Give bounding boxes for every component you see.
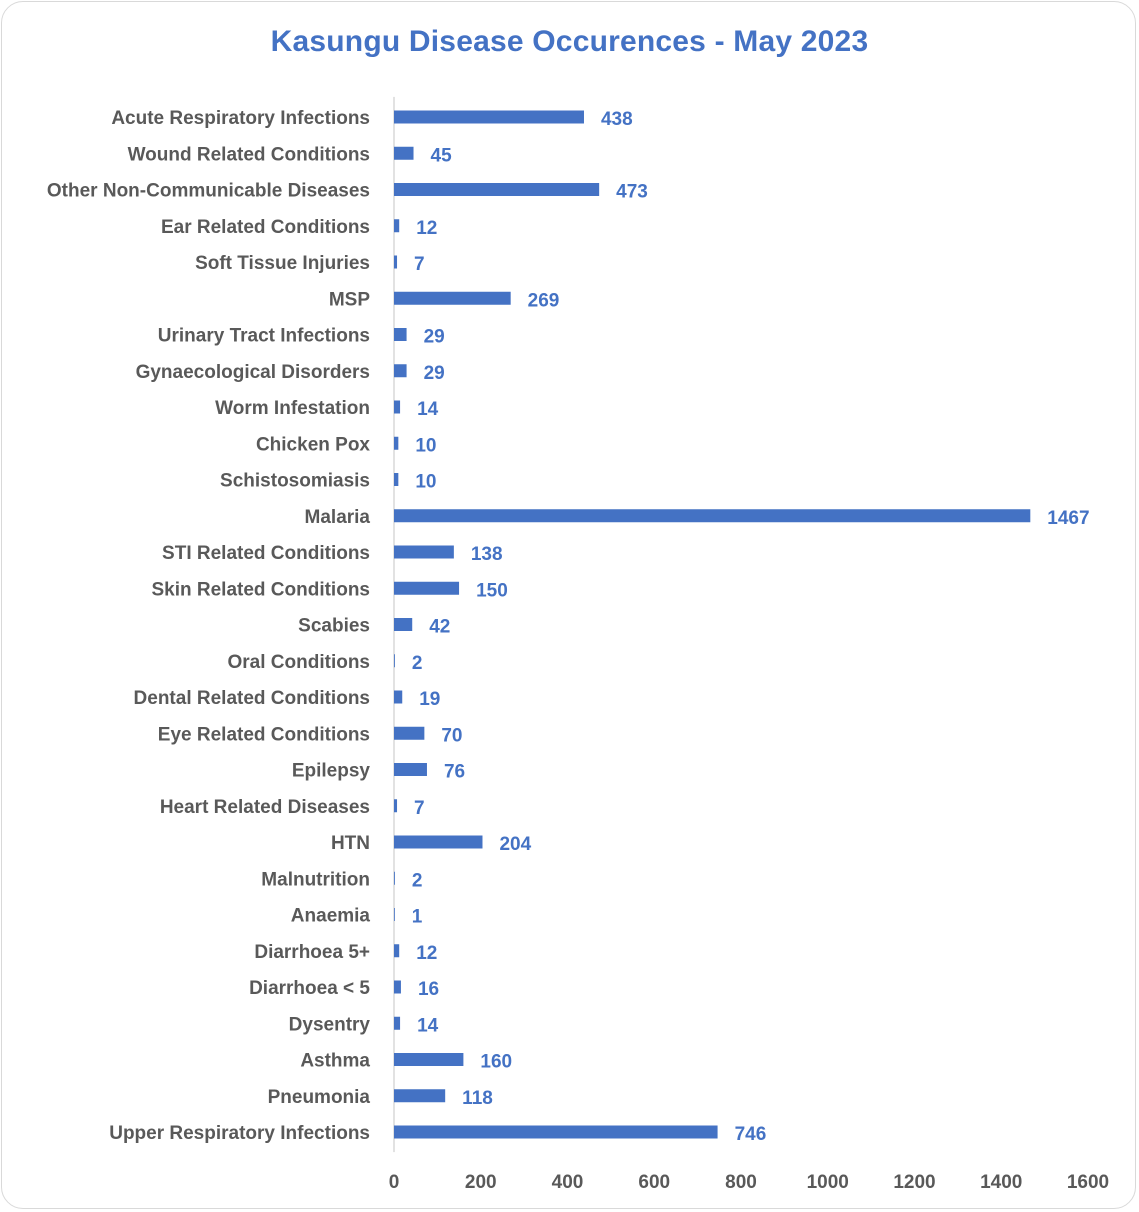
data-label: 10	[415, 435, 436, 456]
category-label: Skin Related Conditions	[151, 579, 370, 600]
bar	[394, 980, 401, 994]
category-label: Eye Related Conditions	[158, 724, 370, 745]
x-tick-label: 600	[638, 1172, 670, 1193]
bar	[394, 436, 399, 450]
data-label: 118	[462, 1088, 493, 1109]
category-label: HTN	[331, 833, 370, 854]
x-tick-label: 1400	[980, 1172, 1022, 1193]
bar	[394, 364, 407, 378]
bar	[394, 291, 511, 305]
category-label: STI Related Conditions	[162, 543, 370, 564]
data-label: 150	[476, 580, 508, 601]
data-label: 12	[416, 218, 437, 239]
data-label: 10	[415, 472, 436, 493]
category-label: Schistosomiasis	[220, 471, 370, 492]
bar	[394, 1016, 401, 1030]
category-label: Diarrhoea 5+	[254, 942, 370, 963]
category-label: Heart Related Diseases	[160, 797, 370, 818]
category-label: Scabies	[298, 616, 370, 637]
data-label: 2	[412, 653, 423, 674]
data-label: 1467	[1047, 508, 1089, 529]
data-label: 204	[499, 834, 531, 855]
bar	[394, 1053, 464, 1066]
bar	[394, 835, 483, 849]
bar	[394, 146, 414, 160]
bar	[394, 581, 460, 595]
category-label: Dysentry	[289, 1014, 371, 1035]
x-tick-label: 1000	[807, 1172, 849, 1193]
category-label: Other Non-Communicable Diseases	[47, 181, 370, 202]
bar	[394, 545, 454, 559]
bar	[394, 255, 398, 269]
bar	[394, 871, 395, 885]
data-label: 138	[471, 544, 503, 565]
category-label: Ear Related Conditions	[161, 217, 370, 238]
category-label: Malaria	[305, 507, 371, 528]
bar	[394, 328, 407, 341]
category-label: Gynaecological Disorders	[136, 362, 370, 383]
bar	[394, 183, 600, 196]
bar	[394, 1125, 718, 1139]
category-label: Soft Tissue Injuries	[195, 253, 370, 274]
bar	[394, 799, 398, 813]
data-label: 7	[414, 798, 425, 819]
data-label: 438	[601, 109, 633, 130]
data-label: 7	[414, 254, 425, 275]
category-label: Malnutrition	[261, 869, 370, 890]
data-label: 1	[412, 907, 423, 928]
data-label: 269	[528, 290, 560, 311]
x-tick-label: 400	[552, 1172, 584, 1193]
category-label: Urinary Tract Infections	[158, 326, 370, 347]
data-label: 14	[417, 399, 439, 420]
bar	[394, 726, 425, 740]
bar	[394, 219, 400, 233]
data-label: 29	[424, 363, 445, 384]
x-tick-label: 0	[389, 1172, 400, 1193]
category-label: Asthma	[300, 1051, 370, 1072]
data-label: 19	[419, 689, 440, 710]
bar	[394, 1089, 446, 1103]
data-label: 160	[480, 1052, 512, 1073]
category-label: Upper Respiratory Infections	[109, 1123, 370, 1144]
x-tick-label: 1600	[1067, 1172, 1109, 1193]
data-label: 70	[441, 725, 462, 746]
category-label: Pneumonia	[268, 1087, 371, 1108]
bar	[394, 110, 584, 124]
x-tick-label: 200	[465, 1172, 497, 1193]
bar	[394, 908, 395, 921]
bar	[394, 473, 399, 486]
data-label: 16	[418, 979, 439, 1000]
bar	[394, 763, 427, 776]
bar	[394, 690, 403, 704]
chart-title: Kasungu Disease Occurences - May 2023	[270, 25, 869, 58]
data-label: 746	[735, 1124, 767, 1145]
category-label: Anaemia	[291, 906, 371, 927]
bar	[394, 654, 395, 668]
bar	[394, 618, 413, 631]
data-label: 42	[429, 617, 450, 638]
data-label: 14	[417, 1015, 439, 1036]
data-label: 12	[416, 943, 437, 964]
category-label: Oral Conditions	[228, 652, 371, 673]
data-label: 2	[412, 870, 423, 891]
category-label: Diarrhoea < 5	[249, 978, 370, 999]
data-label: 29	[424, 327, 445, 348]
x-tick-label: 1200	[893, 1172, 935, 1193]
data-label: 76	[444, 762, 465, 783]
bar	[394, 400, 401, 414]
bar	[394, 944, 400, 958]
category-label: Chicken Pox	[256, 434, 370, 455]
category-label: MSP	[329, 289, 371, 310]
data-label: 473	[616, 182, 648, 203]
category-label: Worm Infestation	[215, 398, 370, 419]
x-tick-label: 800	[725, 1172, 757, 1193]
category-label: Acute Respiratory Infections	[111, 108, 370, 129]
bar	[394, 509, 1031, 523]
category-label: Epilepsy	[292, 761, 371, 782]
category-label: Dental Related Conditions	[134, 688, 370, 709]
data-label: 45	[431, 145, 453, 166]
category-label: Wound Related Conditions	[128, 144, 370, 165]
